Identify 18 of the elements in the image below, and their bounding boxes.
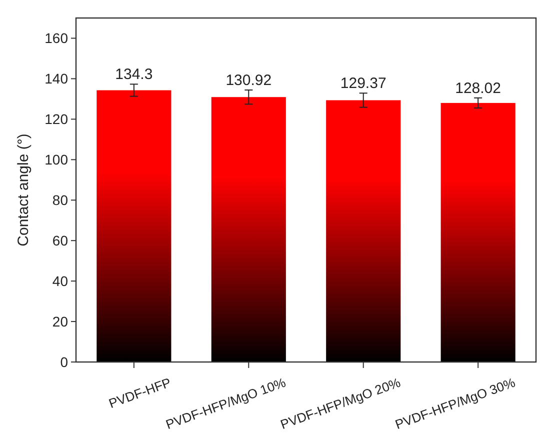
y-tick-label: 160 xyxy=(44,30,68,46)
y-tick-label: 0 xyxy=(60,354,68,370)
y-tick-label: 120 xyxy=(44,111,68,128)
bar xyxy=(96,90,172,362)
bar xyxy=(211,97,286,362)
data-label: 130.92 xyxy=(226,72,272,89)
y-tick-label: 80 xyxy=(52,192,68,208)
data-label: 128.02 xyxy=(455,80,502,97)
data-label: 134.3 xyxy=(115,66,153,84)
y-tick-label: 20 xyxy=(52,313,68,330)
data-label: 129.37 xyxy=(340,75,386,92)
y-tick-label: 60 xyxy=(52,232,68,248)
y-tick-label: 140 xyxy=(44,70,68,87)
y-axis-title: Contact angle (°) xyxy=(15,134,32,246)
y-tick-label: 40 xyxy=(52,272,68,289)
bar xyxy=(440,102,516,362)
y-tick-label: 100 xyxy=(44,152,68,168)
bar xyxy=(326,100,401,362)
